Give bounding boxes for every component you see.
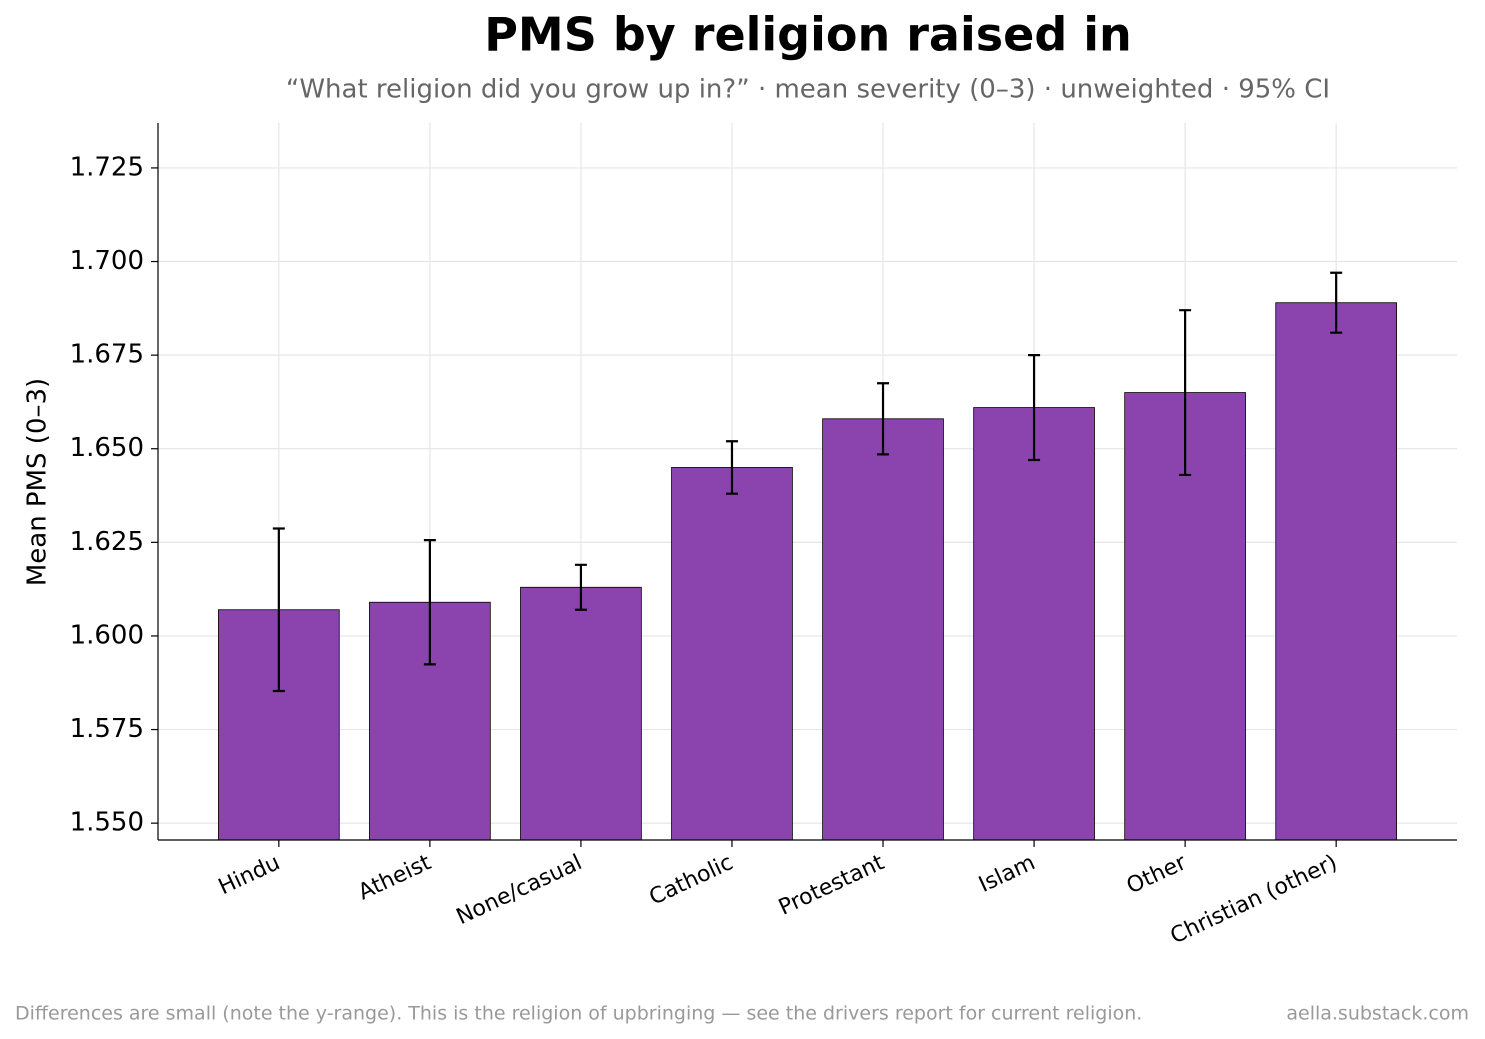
error-bar <box>1179 309 1192 477</box>
bar <box>520 586 642 841</box>
bar <box>671 467 793 841</box>
bar <box>973 407 1095 841</box>
y-tick-label: 1.600 <box>70 620 144 650</box>
error-bar <box>877 382 890 456</box>
y-tick-label: 1.725 <box>70 152 144 182</box>
y-tick-label: 1.625 <box>70 527 144 557</box>
bar <box>822 418 944 841</box>
error-bar <box>423 538 436 666</box>
error-bar <box>1028 354 1041 462</box>
y-tick-label: 1.550 <box>70 808 144 838</box>
error-bar <box>574 563 587 611</box>
source: aella.substack.com <box>1286 1003 1469 1025</box>
y-tick-label: 1.700 <box>70 246 144 276</box>
y-axis-label: Mean PMS (0–3) <box>23 378 53 586</box>
y-tick-label: 1.575 <box>70 714 144 744</box>
error-bar <box>725 440 738 495</box>
chart-title: PMS by religion raised in <box>484 8 1132 62</box>
footnote: Differences are small (note the y-range)… <box>15 1003 1142 1025</box>
error-bar <box>1330 271 1343 334</box>
bar <box>1275 302 1397 841</box>
chart-subtitle: “What religion did you grow up in?” · me… <box>286 75 1330 105</box>
y-tick-label: 1.650 <box>70 433 144 463</box>
y-tick-label: 1.675 <box>70 340 144 370</box>
error-bar <box>272 527 285 693</box>
